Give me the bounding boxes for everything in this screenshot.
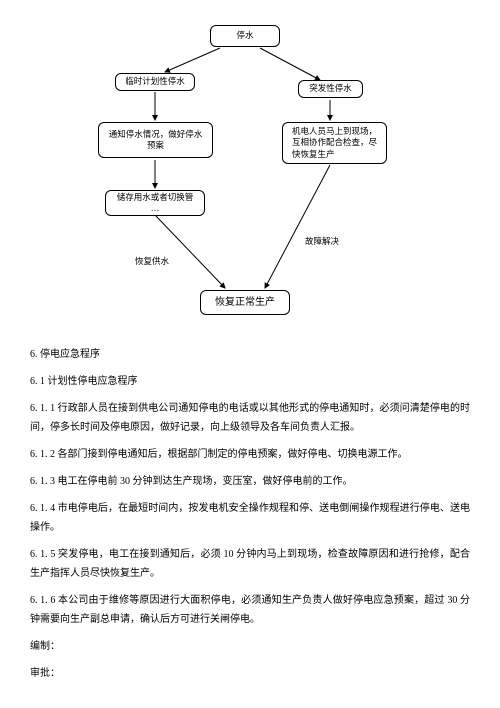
compile-line: 编制： xyxy=(30,637,470,656)
paragraph-6-1-1: 6. 1. 1 行政部人员在接到供电公司通知停电的电话或以其他形式的停电通知时，… xyxy=(30,399,470,437)
node-left2-text: 通知停水情况，做好停水 预案 xyxy=(109,129,203,151)
document-body: 6. 停电应急程序 6. 1 计划性停电应急程序 6. 1. 1 行政部人员在接… xyxy=(30,345,470,683)
node-right2: 机电人员马上到现场， 互相协作配合检查，尽 快恢复生产 xyxy=(282,122,387,164)
flowchart-arrows xyxy=(30,20,470,330)
heading-6: 6. 停电应急程序 xyxy=(30,345,470,364)
label-fault-resolved: 故障解决 xyxy=(305,235,339,247)
label-restore-supply: 恢复供水 xyxy=(135,255,169,267)
node-top: 停水 xyxy=(210,25,280,47)
node-top-text: 停水 xyxy=(236,30,253,41)
node-left3-text: 储存用水或者切换管 … xyxy=(117,192,194,214)
node-right1-text: 突发性停水 xyxy=(309,83,352,94)
node-bottom-text: 恢复正常生产 xyxy=(215,296,275,309)
paragraph-6-1-5: 6. 1. 5 突发停电，电工在接到通知后，必须 10 分钟内马上到现场，检查故… xyxy=(30,545,470,583)
node-left2: 通知停水情况，做好停水 预案 xyxy=(98,122,213,158)
flowchart-container: 停水 临时计划性停水 突发性停水 通知停水情况，做好停水 预案 机电人员马上到现… xyxy=(30,20,470,330)
paragraph-6-1-3: 6. 1. 3 电工在停电前 30 分钟到达生产现场，变压室，做好停电前的工作。 xyxy=(30,472,470,491)
paragraph-6-1-2: 6. 1. 2 各部门接到停电通知后，根据部门制定的停电预案，做好停电、切换电源… xyxy=(30,445,470,464)
paragraph-6-1-4: 6. 1. 4 市电停电后，在最短时间内，按发电机安全操作规程和停、送电倒闸操作… xyxy=(30,499,470,537)
node-left3: 储存用水或者切换管 … xyxy=(105,190,205,216)
node-bottom: 恢复正常生产 xyxy=(200,290,290,315)
node-right1: 突发性停水 xyxy=(298,80,363,98)
node-right2-text: 机电人员马上到现场， 互相协作配合检查，尽 快恢复生产 xyxy=(292,126,377,159)
approve-line: 审批： xyxy=(30,664,470,683)
node-left1: 临时计划性停水 xyxy=(115,73,195,91)
node-left1-text: 临时计划性停水 xyxy=(125,76,185,87)
heading-6-1: 6. 1 计划性停电应急程序 xyxy=(30,372,470,391)
paragraph-6-1-6: 6. 1. 6 本公司由于维修等原因进行大面积停电，必须通知生产负责人做好停电应… xyxy=(30,591,470,629)
